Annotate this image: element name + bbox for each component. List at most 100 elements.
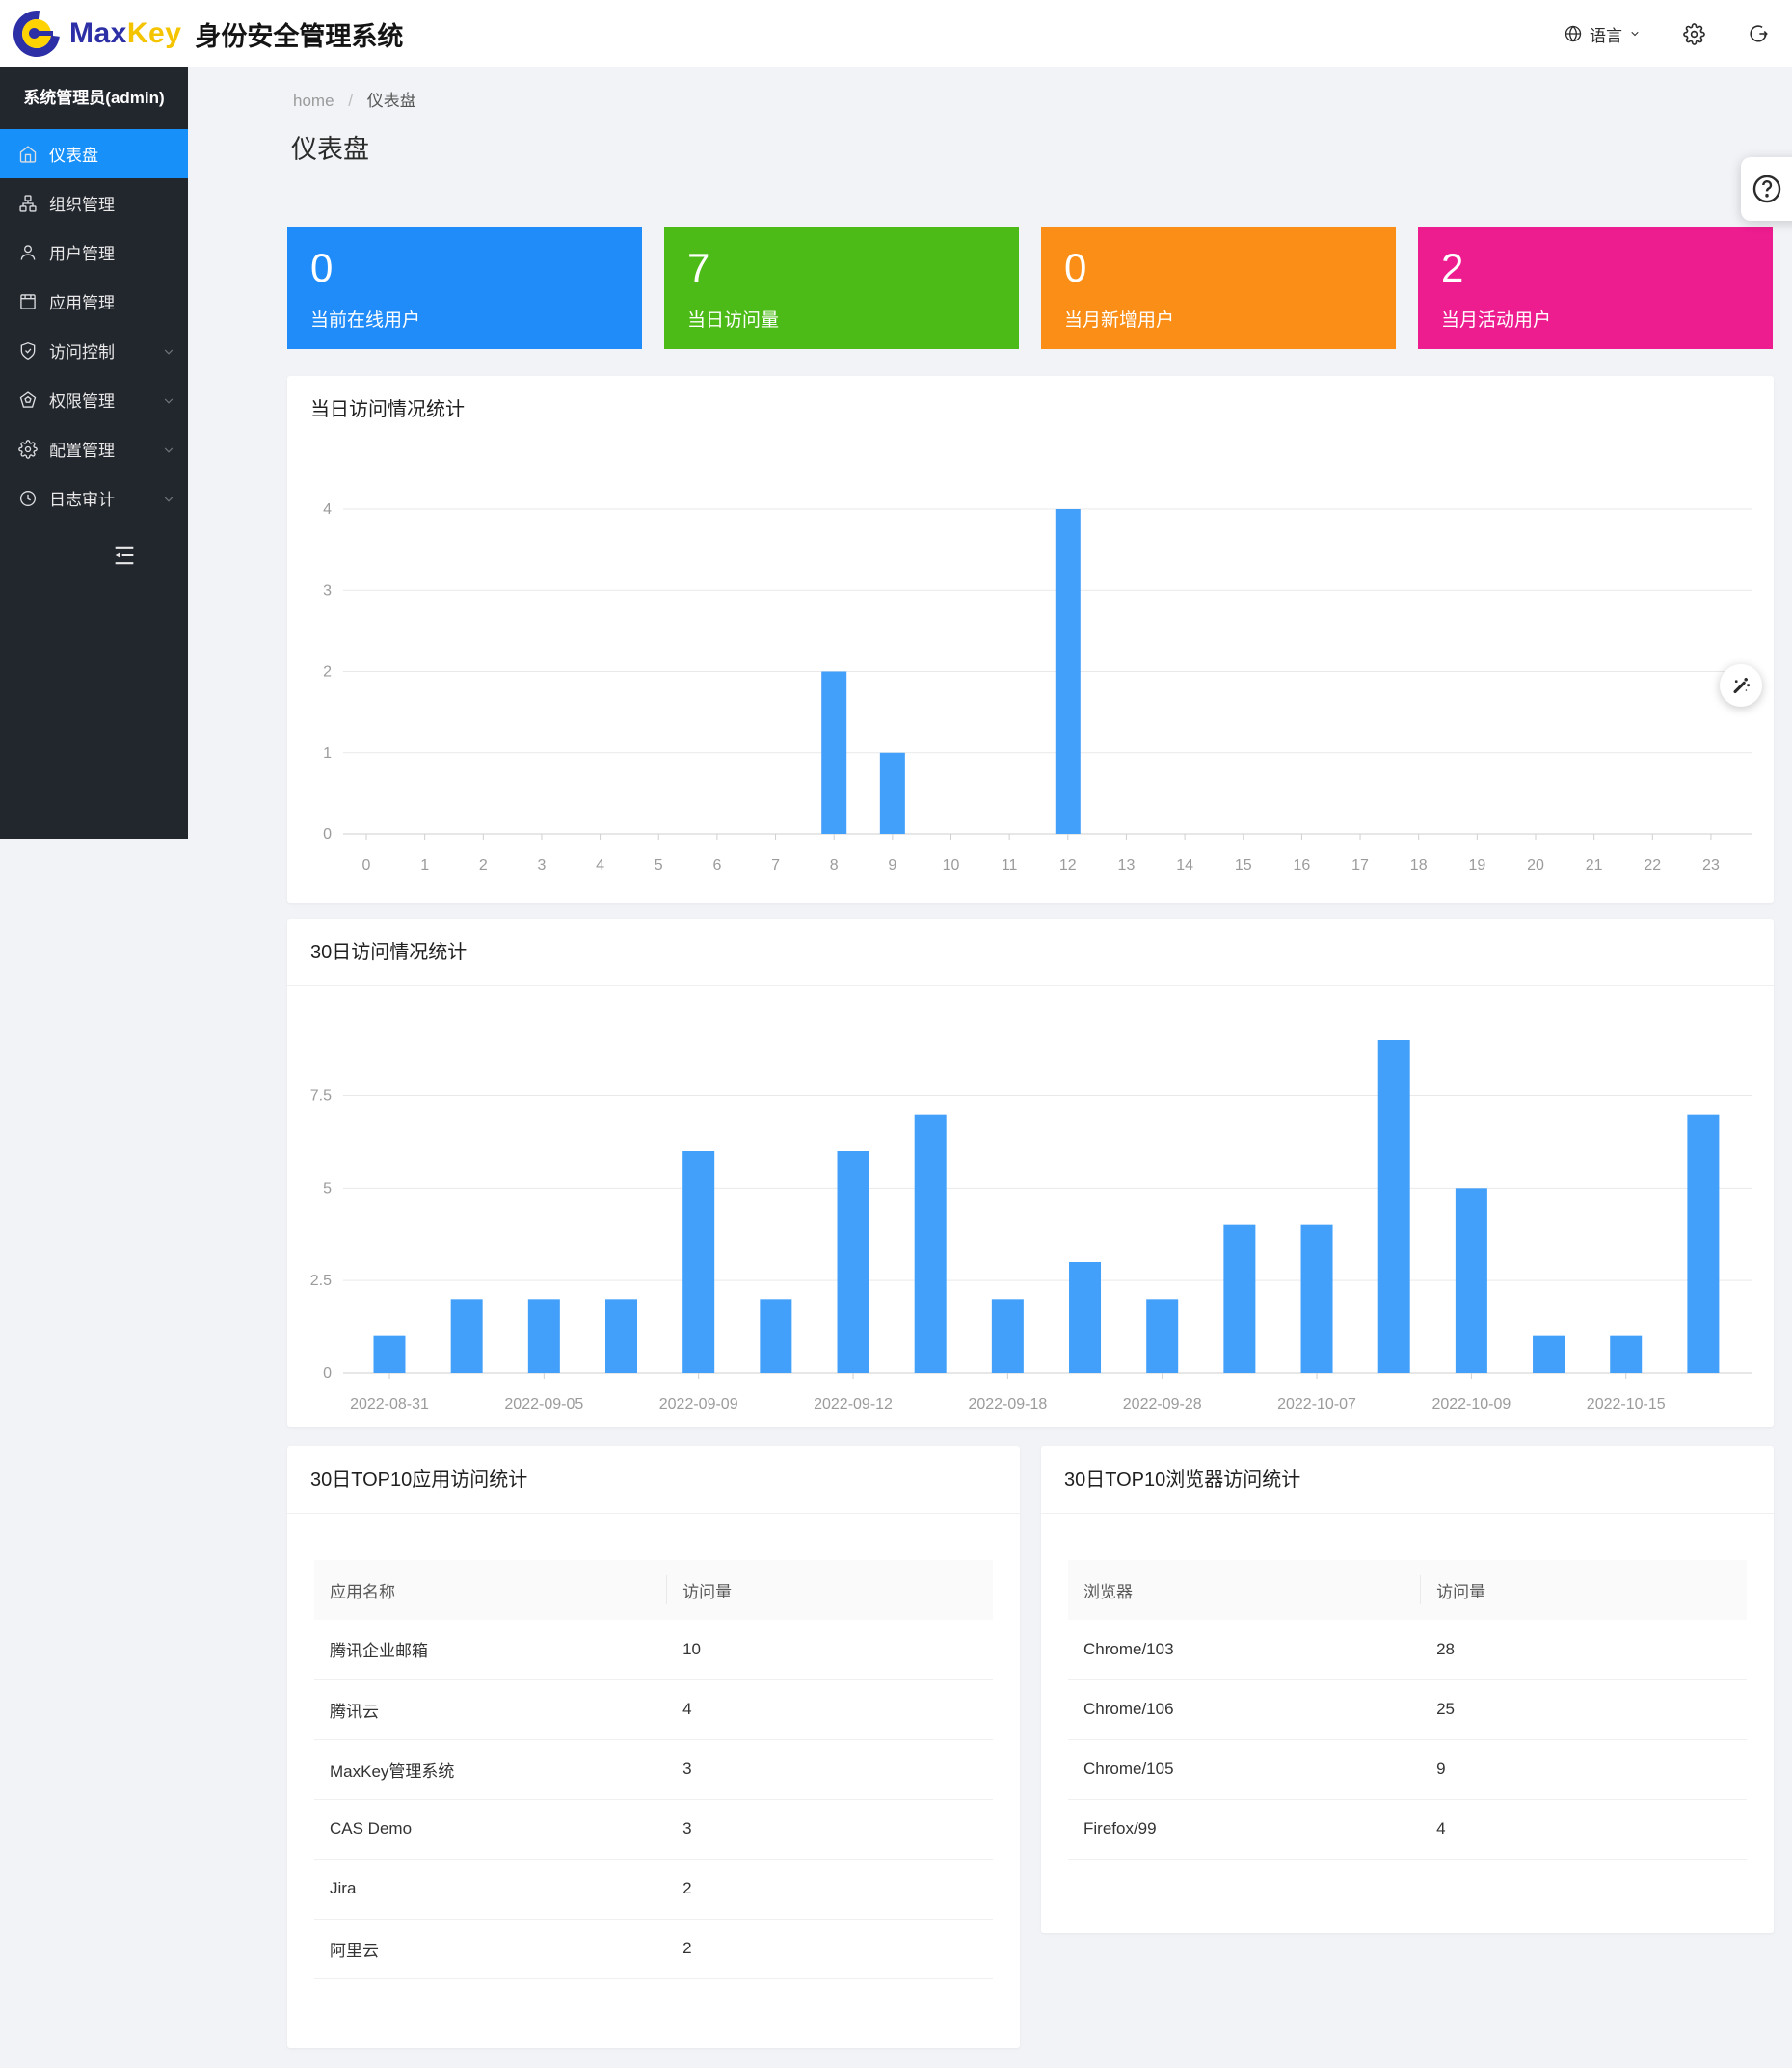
stat-label: 当月活动用户 [1441,310,1552,331]
shield-check-icon [18,341,38,361]
chevron-down-icon [162,344,175,358]
sidebar-item-组织管理[interactable]: 组织管理 [0,178,188,228]
sidebar-item-label: 权限管理 [49,392,115,411]
stat-card-当月新增用户: 0 当月新增用户 [1041,227,1396,349]
chevron-down-icon [162,443,175,456]
row-name-cell: Chrome/105 [1068,1739,1422,1800]
svg-text:2022-09-18: 2022-09-18 [968,1396,1047,1412]
table-row: 腾讯企业邮箱 10 [314,1620,993,1680]
sidebar-item-label: 组织管理 [49,196,115,214]
table-row: Jira 2 [314,1859,993,1920]
column-header: 应用名称 [314,1560,668,1620]
logout-icon[interactable] [1748,23,1769,44]
sidebar-item-用户管理[interactable]: 用户管理 [0,228,188,277]
row-name-cell: Jira [314,1859,668,1920]
daily-visits-chart: 0 1 2 3 4 0 1 2 3 4 5 6 7 8 9 10 11 12 13 14 15 16 17 18 19 20 21 2… [287,443,1774,908]
wand-icon [1728,673,1753,698]
chevron-down-icon [1629,28,1641,40]
top-apps-table: 应用名称 访问量 腾讯企业邮箱 10 腾讯云 4 MaxKey管理系统 3 CAS Demo… [314,1560,993,1979]
chevron-down-icon [162,393,175,407]
sidebar-item-访问控制[interactable]: 访问控制 [0,326,188,375]
svg-text:2022-08-31: 2022-08-31 [350,1396,429,1412]
svg-text:0: 0 [362,857,371,873]
row-value-cell: 9 [1421,1739,1747,1800]
globe-icon [1564,24,1583,43]
svg-text:2: 2 [323,664,332,681]
svg-text:0: 0 [323,1365,332,1382]
svg-text:1: 1 [420,857,429,873]
svg-text:9: 9 [888,857,896,873]
app-icon [18,292,38,311]
sidebar: 系统管理员(admin) 仪表盘 组织管理 用户管理 应用管理 访问控制 权限管理 配置管理… [0,67,188,839]
svg-text:2022-10-15: 2022-10-15 [1587,1396,1666,1412]
home-icon [18,145,38,164]
row-name-cell: 腾讯云 [314,1679,668,1740]
top-apps-title: 30日TOP10应用访问统计 [287,1446,1020,1514]
svg-text:2022-10-09: 2022-10-09 [1431,1396,1511,1412]
svg-text:2.5: 2.5 [310,1273,332,1289]
user-icon [18,243,38,262]
sidebar-item-应用管理[interactable]: 应用管理 [0,277,188,326]
svg-text:13: 13 [1118,857,1136,873]
row-name-cell: MaxKey管理系统 [314,1739,668,1800]
svg-text:3: 3 [537,857,546,873]
svg-text:10: 10 [943,857,960,873]
sidebar-item-配置管理[interactable]: 配置管理 [0,424,188,473]
svg-text:2022-09-05: 2022-09-05 [504,1396,583,1412]
row-value-cell: 2 [667,1859,993,1920]
row-value-cell: 4 [1421,1799,1747,1860]
breadcrumb-current: 仪表盘 [366,92,416,110]
top-browsers-card: 30日TOP10浏览器访问统计 浏览器 访问量 Chrome/103 28 Chro… [1041,1446,1774,1933]
row-value-cell: 10 [667,1620,993,1680]
language-switcher[interactable]: 语言 [1564,22,1641,46]
language-label: 语言 [1590,26,1622,45]
row-name-cell: 腾讯企业邮箱 [314,1620,668,1680]
sidebar-item-日志审计[interactable]: 日志审计 [0,473,188,523]
stat-card-当前在线用户: 0 当前在线用户 [287,227,642,349]
table-row: Chrome/105 9 [1068,1739,1747,1800]
stat-cards-row: 0 当前在线用户 7 当日访问量 0 当月新增用户 2 当月活动用户 [287,227,1774,349]
stat-label: 当月新增用户 [1064,310,1175,331]
sidebar-item-label: 仪表盘 [49,147,98,165]
question-icon [1751,173,1783,205]
help-button[interactable] [1741,157,1792,221]
row-value-cell: 3 [667,1799,993,1860]
svg-text:5: 5 [655,857,663,873]
svg-text:11: 11 [1002,857,1018,873]
svg-text:5: 5 [323,1180,332,1196]
svg-text:23: 23 [1702,857,1720,873]
svg-text:4: 4 [596,857,604,873]
stat-label: 当日访问量 [687,310,780,331]
column-header: 访问量 [1421,1560,1747,1620]
table-row: CAS Demo 3 [314,1799,993,1860]
stat-value: 0 [310,245,334,290]
top-browsers-title: 30日TOP10浏览器访问统计 [1041,1446,1774,1514]
page-title: 仪表盘 [291,135,369,164]
magic-wand-button[interactable] [1720,664,1762,707]
breadcrumb-home-link[interactable]: home [293,92,334,110]
sidebar-item-仪表盘[interactable]: 仪表盘 [0,129,188,178]
row-name-cell: Firefox/99 [1068,1799,1422,1860]
stat-value: 2 [1441,245,1464,290]
system-title: 身份安全管理系统 [195,21,404,51]
chevron-down-icon [162,492,175,505]
svg-text:12: 12 [1059,857,1077,873]
row-name-cell: CAS Demo [314,1799,668,1860]
stat-card-当日访问量: 7 当日访问量 [664,227,1019,349]
daily-visits-card: 当日访问情况统计 0 1 2 3 4 0 1 2 3 4 5 6 7 8 9 10 11 12 13 14 15 16 17… [287,376,1774,903]
pentagon-icon [18,390,38,410]
svg-text:2: 2 [479,857,488,873]
clock-icon [18,489,38,508]
row-name-cell: Chrome/106 [1068,1679,1422,1740]
svg-text:3: 3 [323,582,332,599]
monthly-visits-chart: 0 2.5 5 7.5 2022-08-31 2022-09-05 2022-09-09 20… [287,986,1774,1432]
breadcrumb-separator: / [348,92,353,110]
settings-gear-icon[interactable] [1683,22,1705,45]
header-actions: 语言 [1564,0,1769,67]
sidebar-item-权限管理[interactable]: 权限管理 [0,375,188,424]
svg-text:7: 7 [771,857,780,873]
sidebar-item-label: 用户管理 [49,245,115,263]
svg-text:6: 6 [712,857,721,873]
menu-fold-icon[interactable] [111,542,138,569]
